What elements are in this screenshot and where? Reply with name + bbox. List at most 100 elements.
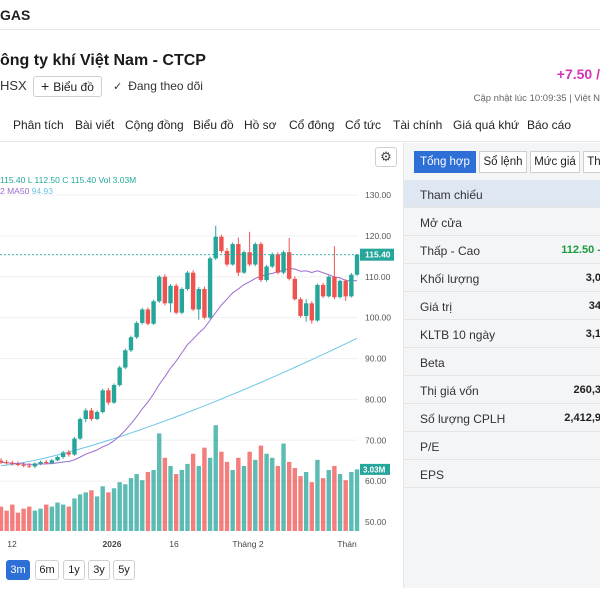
tab-phan-tich[interactable]: Phân tích	[13, 118, 64, 132]
row-beta: Beta	[404, 348, 600, 376]
volume-bar	[60, 504, 66, 531]
candle-body	[21, 464, 26, 466]
volume-bar	[298, 476, 303, 531]
candle-body	[326, 276, 331, 297]
row-tham-chieu: Tham chiếu	[404, 180, 600, 208]
tab-bieu-do[interactable]: Biểu đồ	[193, 118, 234, 132]
volume-bar	[196, 465, 201, 531]
plus-icon: +	[41, 78, 50, 94]
tab-tai-chinh[interactable]: Tài chính	[393, 118, 443, 132]
row-khoi-luong: Khối lượng 3,0	[404, 264, 600, 292]
candle-body	[303, 303, 309, 316]
row-kltb-10-ngay: KLTB 10 ngày 3,1	[404, 320, 600, 348]
volume-bar	[66, 506, 72, 531]
volume-bar	[83, 492, 88, 531]
range-3m[interactable]: 3m	[6, 560, 30, 580]
volume-bars	[0, 425, 360, 531]
volume-bar	[309, 482, 314, 531]
ticker-symbol: GAS	[0, 7, 31, 23]
volume-bar	[292, 467, 298, 531]
volume-bar	[49, 506, 55, 531]
range-1y[interactable]: 1y	[63, 560, 85, 580]
volume-bar	[258, 445, 264, 531]
candle-body	[185, 272, 190, 290]
candle-body	[134, 322, 139, 338]
tab-gia-qua-khu[interactable]: Giá quá khứ	[453, 118, 520, 132]
tab-bai-viet[interactable]: Bài viết	[75, 118, 115, 132]
candle-body	[173, 285, 179, 313]
volume-bar	[270, 457, 275, 531]
volume-bar	[173, 474, 179, 531]
y-tick-label: 110.00	[365, 272, 391, 282]
volume-bar	[303, 472, 309, 531]
candle-body	[111, 385, 117, 403]
candle-body	[349, 274, 354, 297]
range-6m[interactable]: 6m	[35, 560, 59, 580]
volume-bar	[157, 433, 162, 531]
volume-bar	[55, 502, 60, 531]
tab-tong-hop[interactable]: Tổng hợp	[414, 151, 476, 173]
chart-settings-button[interactable]: ⚙	[375, 147, 397, 167]
follow-button[interactable]: ✓ Đang theo dõi	[113, 79, 203, 93]
y-axis: 130.00 120.00 110.00 100.00 90.00 80.00 70.00 6…	[365, 190, 391, 527]
volume-bar	[230, 470, 235, 531]
add-chart-button[interactable]: + Biểu đồ	[33, 76, 102, 97]
volume-bar	[275, 465, 281, 531]
candle-body	[241, 252, 247, 273]
volume-bar	[10, 504, 15, 531]
volume-bar	[38, 508, 43, 531]
x-tick-label: Tháng 2	[232, 539, 263, 549]
last-price-label: 115.40	[365, 250, 391, 260]
volume-bar	[224, 461, 230, 531]
tab-so-lenh[interactable]: Sổ lệnh	[479, 151, 527, 173]
volume-bar	[281, 443, 286, 531]
volume-bar	[241, 465, 247, 531]
row-eps: EPS	[404, 460, 600, 488]
candle-body	[72, 438, 77, 455]
candle-body	[27, 465, 32, 467]
x-tick-label: Thán	[337, 539, 357, 549]
volume-bar	[44, 504, 49, 531]
volume-bar	[332, 465, 337, 531]
volume-bar	[190, 453, 196, 531]
row-thap-cao: Thấp - Cao 112.50 -	[404, 236, 600, 264]
volume-bar	[264, 453, 269, 531]
checkmark-icon: ✓	[113, 81, 123, 93]
row-so-luong-cplh: Số lượng CPLH 2,412,9	[404, 404, 600, 432]
candle-body	[77, 418, 83, 439]
candle-body	[196, 289, 201, 310]
candle-body	[106, 390, 111, 403]
candle-body	[32, 463, 38, 467]
candle-body	[298, 299, 303, 316]
volume-bar	[202, 447, 207, 531]
volume-bar	[236, 457, 241, 531]
x-tick-label: 2026	[103, 539, 122, 549]
volume-bar	[179, 470, 185, 531]
candle-body	[10, 463, 15, 465]
volume-bar	[354, 469, 360, 531]
candle-body	[0, 460, 4, 463]
candle-body	[49, 460, 55, 464]
price-chart[interactable]: 130.00 120.00 110.00 100.00 90.00 80.00 70.00 6…	[0, 143, 400, 588]
tab-co-dong[interactable]: Cổ đông	[289, 118, 335, 132]
volume-bar	[185, 463, 190, 531]
candle-body	[38, 461, 43, 464]
volume-bar	[168, 465, 173, 531]
tab-more[interactable]: Th	[583, 151, 600, 173]
tab-bao-cao[interactable]: Báo cáo	[527, 118, 572, 132]
candle-body	[123, 350, 128, 368]
tab-cong-dong[interactable]: Cộng đồng	[125, 118, 184, 132]
range-3y[interactable]: 3y	[88, 560, 110, 580]
candle-body	[264, 266, 269, 281]
candle-body	[320, 284, 326, 297]
range-5y[interactable]: 5y	[113, 560, 135, 580]
volume-bar	[326, 470, 331, 531]
tab-ho-so[interactable]: Hồ sơ	[244, 118, 277, 132]
volume-bar	[128, 478, 134, 531]
tab-muc-gia[interactable]: Mức giá	[530, 151, 580, 173]
tab-co-tuc[interactable]: Cổ tức	[345, 118, 382, 132]
candle-body	[168, 285, 173, 304]
y-tick-label: 120.00	[365, 231, 391, 241]
last-price-tag	[360, 248, 394, 261]
volume-bar	[337, 474, 343, 531]
